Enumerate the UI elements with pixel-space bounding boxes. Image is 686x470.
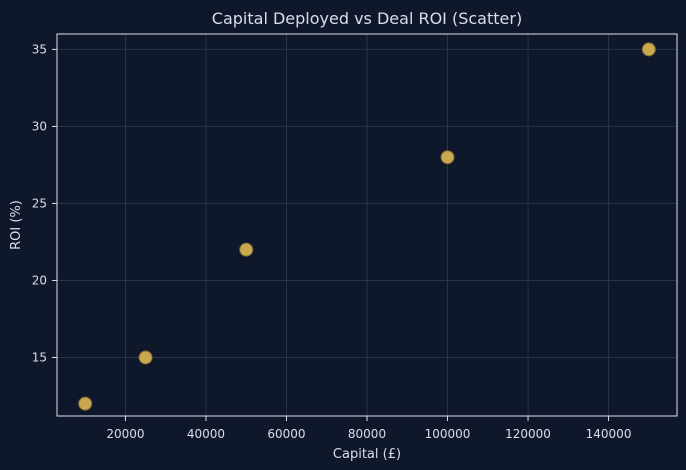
y-tick-label: 20 bbox=[32, 273, 47, 287]
x-tick-label: 140000 bbox=[586, 427, 632, 441]
x-tick-label: 20000 bbox=[106, 427, 144, 441]
y-axis-label: ROI (%) bbox=[9, 200, 24, 250]
grid-lines bbox=[57, 34, 677, 416]
x-axis-label: Capital (£) bbox=[333, 447, 401, 462]
x-tick-label: 40000 bbox=[187, 427, 225, 441]
chart-title: Capital Deployed vs Deal ROI (Scatter) bbox=[212, 9, 522, 28]
x-axis-ticks: 20000 40000 60000 80000 100000 120000 140000 bbox=[106, 416, 631, 441]
y-axis-ticks: 15 20 25 30 35 bbox=[32, 42, 57, 364]
y-tick-label: 15 bbox=[32, 350, 47, 364]
x-tick-label: 80000 bbox=[348, 427, 386, 441]
x-tick-label: 100000 bbox=[425, 427, 471, 441]
y-tick-label: 35 bbox=[32, 42, 47, 56]
x-tick-label: 120000 bbox=[505, 427, 551, 441]
x-tick-label: 60000 bbox=[267, 427, 305, 441]
data-point bbox=[78, 396, 93, 411]
y-tick-label: 30 bbox=[32, 119, 47, 133]
data-point bbox=[440, 150, 455, 165]
data-point bbox=[138, 350, 153, 365]
data-point bbox=[239, 242, 254, 257]
data-points bbox=[78, 42, 656, 411]
y-tick-label: 25 bbox=[32, 196, 47, 210]
data-point bbox=[641, 42, 656, 57]
